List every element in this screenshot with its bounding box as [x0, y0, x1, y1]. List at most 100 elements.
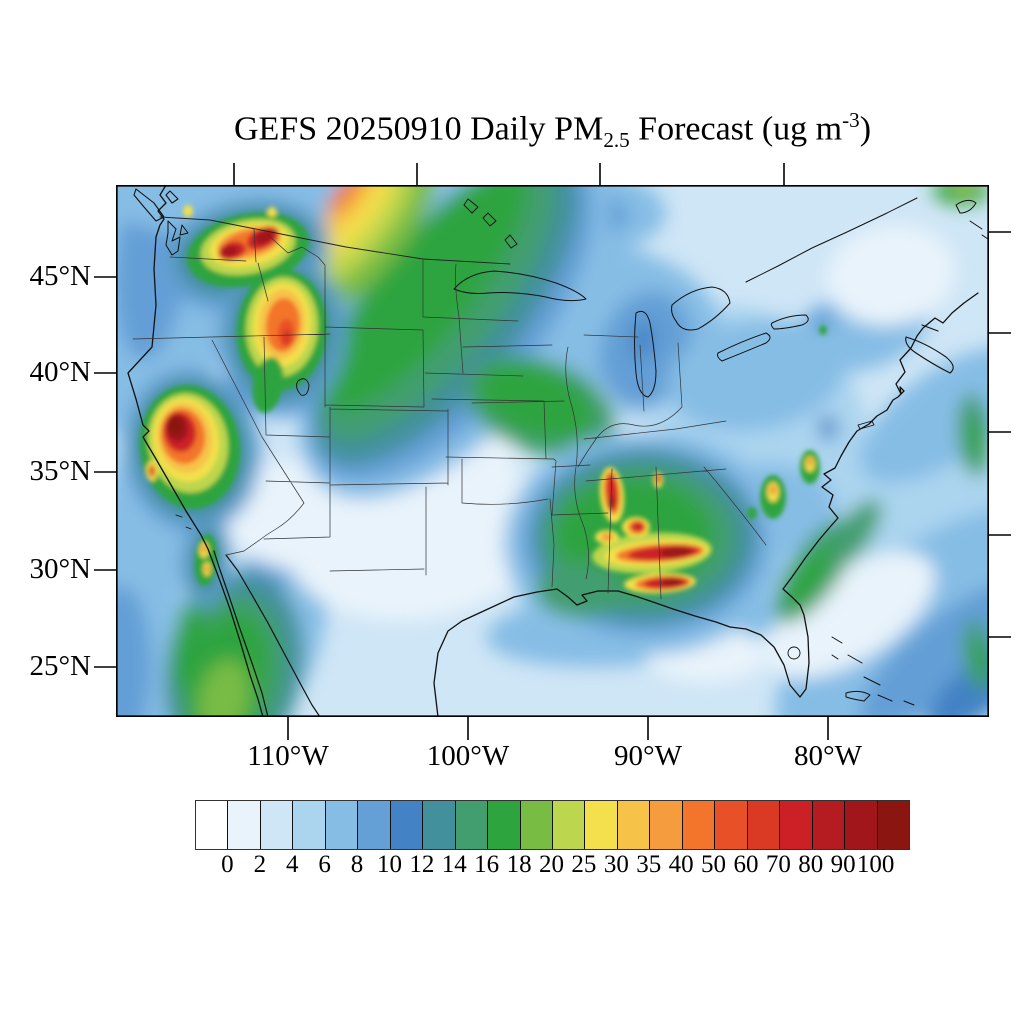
title-subscript: 2.5 [603, 128, 630, 153]
lake-michigan [634, 310, 657, 398]
title-superscript: -3 [842, 108, 860, 132]
colorbar-tick-label: 40 [668, 851, 694, 878]
colorbar-cell [552, 801, 586, 849]
st-lawrence-river [745, 197, 918, 283]
pm25-region [819, 416, 837, 440]
colorbar-tick-label: 60 [733, 851, 759, 878]
long-island [857, 420, 875, 430]
lat-tick-label: 25°N [29, 650, 91, 682]
colorbar-cell [228, 801, 261, 849]
colorbar-cell [455, 801, 489, 849]
colorbar-cell [747, 801, 781, 849]
colorbar-tick-label: 2 [253, 851, 267, 878]
colorbar-tick-label: 8 [350, 851, 364, 878]
pm25-region [149, 465, 155, 477]
lat-tick-label: 40°N [29, 356, 91, 388]
pm25-region [168, 417, 184, 435]
lon-tick-label: 100°W [426, 740, 510, 772]
colorbar-cell [845, 801, 878, 849]
pm25-region [955, 185, 973, 193]
pm25-region [747, 507, 757, 519]
colorbar-cell [682, 801, 716, 849]
lake-ontario [770, 314, 809, 330]
colorbar-cell [196, 801, 229, 849]
colorbar-tick-label: 16 [474, 851, 500, 878]
pm25-contour-map [116, 185, 989, 717]
colorbar-tick-label: 35 [636, 851, 662, 878]
pm25-region [327, 185, 365, 215]
lake-erie [717, 332, 771, 362]
lake-huron [671, 286, 731, 331]
lat-tick-label: 35°N [29, 455, 91, 487]
colorbar-cell [293, 801, 326, 849]
nova-scotia [905, 324, 954, 374]
colorbar-tick-label: 90 [830, 851, 856, 878]
colorbar-tick-label: 18 [506, 851, 532, 878]
colorbar-cell [617, 801, 651, 849]
colorbar-cell [585, 801, 618, 849]
page-title: GEFS 20250910 Daily PM2.5 Forecast (ug m… [116, 108, 989, 153]
lon-tick-label: 90°W [614, 740, 682, 772]
pm25-region [860, 580, 989, 717]
colorbar [195, 800, 910, 850]
colorbar-cell [780, 801, 813, 849]
pm25-region [784, 534, 842, 612]
colorbar-tick-label: 12 [409, 851, 435, 878]
map-frame [116, 185, 989, 717]
pm25-region [819, 325, 827, 335]
pm25-region [222, 245, 238, 257]
pm25-region [198, 659, 250, 717]
coastline-pacific [127, 185, 264, 717]
colorbar-tick-label: 70 [765, 851, 791, 878]
lon-tick-label: 110°W [247, 740, 329, 772]
colorbar-cell [877, 801, 909, 849]
pm25-region [972, 640, 988, 680]
pm25-region [324, 185, 528, 410]
pm25-region [632, 522, 644, 532]
title-middle: Forecast (ug m [629, 110, 843, 148]
lake-superior [453, 270, 587, 302]
colorbar-tick-label: 25 [571, 851, 597, 878]
colorbar-tick-label: 80 [798, 851, 824, 878]
colorbar-tick-label: 30 [603, 851, 629, 878]
pm25-region [807, 310, 835, 330]
pm25-region [662, 576, 682, 588]
forecast-map [116, 185, 989, 717]
canada-border [159, 216, 511, 265]
pm25-region [933, 185, 989, 205]
pm25-region [116, 585, 151, 717]
pm25-region [826, 499, 882, 571]
pm25-region [601, 533, 613, 541]
lake-okeechobee [787, 646, 801, 660]
pm25-region [632, 320, 654, 360]
colorbar-cell [325, 801, 359, 849]
colorbar-cell [520, 801, 553, 849]
coastline-gulf-atlantic [433, 292, 979, 717]
pm25-region [967, 416, 985, 464]
colorbar-cell [650, 801, 683, 849]
pm25-region [928, 648, 989, 717]
lat-tick-label: 30°N [29, 553, 91, 585]
colorbar-tick-label: 50 [701, 851, 727, 878]
great-salt-lake [296, 378, 310, 396]
pm25-region [252, 357, 284, 413]
pm25-region [769, 485, 777, 495]
pm25-region [282, 329, 292, 345]
colorbar-cell [358, 801, 391, 849]
coastline-puget-sound [165, 220, 189, 256]
pm25-region [254, 230, 274, 244]
lat-tick-label: 45°N [29, 260, 91, 292]
pm25-region [826, 224, 956, 326]
colorbar-cell [423, 801, 456, 849]
bahamas-cuba-islands [831, 636, 915, 706]
pm25-region [172, 590, 204, 690]
colorbar-cell [488, 801, 521, 849]
northern-lakes [463, 198, 518, 249]
pm25-region [183, 205, 193, 217]
lon-tick-label: 80°W [794, 740, 862, 772]
state-borders [132, 228, 767, 600]
colorbar-tick-label: 20 [539, 851, 564, 878]
pm25-region [655, 474, 661, 484]
colorbar-cell [715, 801, 748, 849]
